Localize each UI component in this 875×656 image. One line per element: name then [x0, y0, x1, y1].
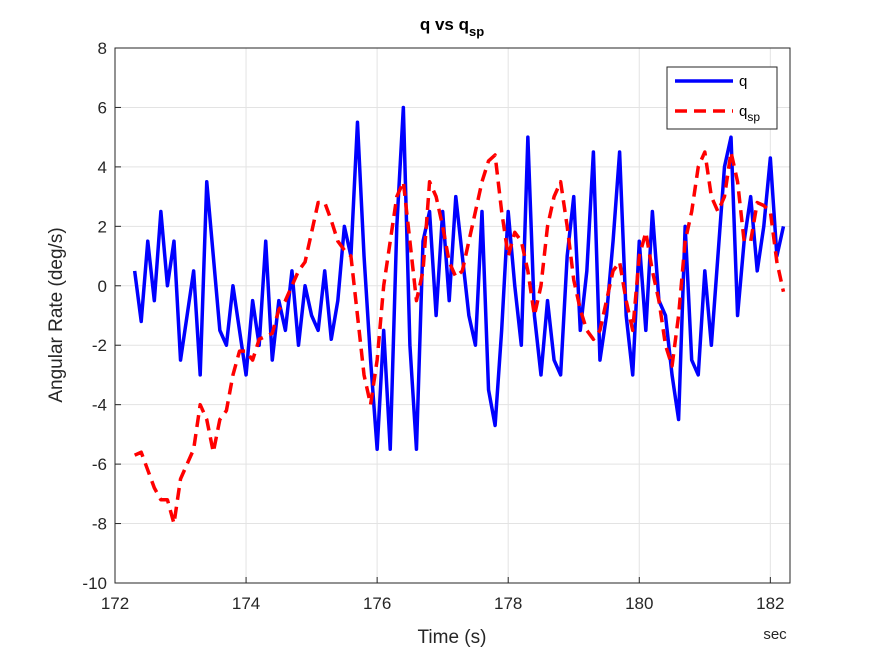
axes-box	[114, 47, 791, 584]
x-tick-label: 180	[625, 594, 653, 613]
title-main: q vs q	[420, 15, 469, 34]
y-tick-label: -4	[92, 396, 107, 415]
legend-box	[666, 66, 778, 130]
y-tick-label: -8	[92, 515, 107, 534]
legend-label: qsp	[739, 103, 760, 124]
y-tick-label: 2	[98, 217, 107, 236]
y-tick-label: 6	[98, 98, 107, 117]
x-tick-label: 178	[494, 594, 522, 613]
x-tick-label: 176	[363, 594, 391, 613]
y-tick-label: -2	[92, 336, 107, 355]
y-tick-label: 0	[98, 277, 107, 296]
y-tick-label: 4	[98, 158, 107, 177]
chart-title: q vs qsp	[420, 15, 484, 39]
y-tick-label: 8	[98, 39, 107, 58]
series-line	[133, 150, 786, 526]
legend-subscript: sp	[747, 110, 760, 124]
x-unit-label: sec	[763, 626, 787, 643]
y-axis-label: Angular Rate (deg/s)	[46, 227, 67, 402]
x-tick-label: 182	[756, 594, 784, 613]
legend-name: q	[739, 73, 747, 90]
x-tick-label: 174	[232, 594, 260, 613]
y-tick-label: -6	[92, 455, 107, 474]
x-axis-label: Time (s)	[418, 627, 487, 648]
legend-name: q	[739, 103, 747, 120]
title-subscript: sp	[469, 24, 484, 39]
x-tick-label: 172	[101, 594, 129, 613]
legend-label: q	[739, 73, 747, 90]
y-tick-label: -10	[82, 574, 107, 593]
plot-area	[115, 48, 790, 583]
